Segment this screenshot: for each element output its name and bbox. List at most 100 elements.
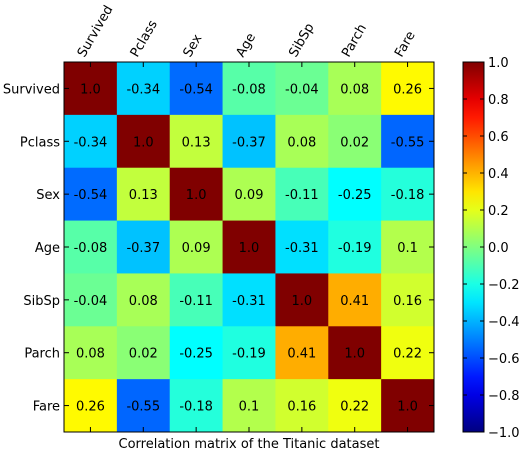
heatmap-cell <box>222 326 276 380</box>
heatmap-cell <box>275 167 329 222</box>
row-tick-label: Pclass <box>20 135 60 150</box>
cell-value-label: 1.0 <box>344 347 365 362</box>
heatmap-cell <box>381 220 435 274</box>
heatmap-cell <box>64 167 118 222</box>
cell-value-label: -0.08 <box>232 82 266 97</box>
heatmap-cell <box>169 220 224 274</box>
cell-value-label: -0.55 <box>126 400 160 415</box>
heatmap-cell <box>222 379 276 433</box>
cell-value-label: 1.0 <box>239 241 260 256</box>
heatmap-cell <box>275 379 329 433</box>
cell-value-label: 0.13 <box>182 135 211 150</box>
heatmap-cell <box>222 114 276 169</box>
heatmap-cell <box>381 326 435 380</box>
heatmap-cell <box>222 273 276 327</box>
cell-value-label: -0.25 <box>338 188 372 203</box>
cell-value-label: -0.11 <box>179 294 213 309</box>
cell-value-label: -0.34 <box>74 135 108 150</box>
colorbar-tick-label: 0.2 <box>488 204 509 219</box>
colorbar-tick-label: 1.0 <box>488 56 509 71</box>
heatmap-cell <box>275 62 329 116</box>
heatmap-cell <box>381 114 435 169</box>
heatmap-cell <box>275 114 329 169</box>
column-tick-label: Parch <box>339 22 370 60</box>
colorbar-tick-label: 0.0 <box>488 241 509 256</box>
cell-value-label: -0.04 <box>74 294 108 309</box>
heatmap-cell <box>169 114 224 169</box>
colorbar-tick-label: −0.6 <box>488 352 519 367</box>
row-tick-label: Sex <box>36 188 60 203</box>
column-tick-label: Fare <box>392 29 419 60</box>
cell-value-label: -0.31 <box>285 241 319 256</box>
heatmap-cell <box>116 167 171 222</box>
column-tick-label: Sex <box>181 32 206 60</box>
heatmap-cell <box>169 273 224 327</box>
cell-value-label: -0.18 <box>179 400 213 415</box>
cell-value-label: 0.41 <box>287 347 316 362</box>
heatmap-cell <box>328 220 382 274</box>
heatmap-cell <box>222 220 276 274</box>
cell-value-label: 0.02 <box>129 347 158 362</box>
heatmap-cell <box>169 62 224 116</box>
heatmap-cell <box>169 379 224 433</box>
cell-value-label: 1.0 <box>292 294 313 309</box>
heatmap-cell <box>275 220 329 274</box>
column-tick-label: Age <box>233 31 259 60</box>
colorbar-tick-label: −0.8 <box>488 389 519 404</box>
column-tick-label: SibSp <box>286 21 317 60</box>
cell-value-label: -0.04 <box>285 82 319 97</box>
cell-value-label: 0.08 <box>129 294 158 309</box>
cell-value-label: -0.18 <box>391 188 425 203</box>
cell-value-label: -0.19 <box>338 241 372 256</box>
cell-value-label: -0.55 <box>391 135 425 150</box>
cell-value-label: -0.37 <box>232 135 266 150</box>
x-axis-label: Correlation matrix of the Titanic datase… <box>119 437 380 452</box>
heatmap-cell <box>64 220 118 274</box>
cell-value-label: -0.19 <box>232 347 266 362</box>
heatmap-cell <box>381 379 435 433</box>
heatmap-cell <box>116 62 171 116</box>
row-tick-label: Parch <box>24 347 60 362</box>
heatmap-cell <box>328 167 382 222</box>
heatmap-cell <box>64 273 118 327</box>
cell-value-label: 0.26 <box>76 400 105 415</box>
cell-value-label: -0.25 <box>179 347 213 362</box>
heatmap-cell <box>328 326 382 380</box>
heatmap-cell <box>275 326 329 380</box>
cell-value-label: 1.0 <box>397 400 418 415</box>
heatmap-cell <box>381 167 435 222</box>
cell-value-label: 1.0 <box>80 82 101 97</box>
cell-value-label: -0.37 <box>126 241 160 256</box>
cell-value-label: 1.0 <box>133 135 154 150</box>
heatmap-cell <box>328 114 382 169</box>
cell-value-label: 0.16 <box>393 294 422 309</box>
column-tick-label: Survived <box>75 3 117 60</box>
cell-value-label: -0.54 <box>179 82 213 97</box>
heatmap-cell <box>64 62 118 116</box>
row-tick-label: Fare <box>33 400 60 415</box>
cell-value-label: 0.09 <box>235 188 264 203</box>
cell-value-label: 0.08 <box>76 347 105 362</box>
cell-value-label: 0.26 <box>393 82 422 97</box>
colorbar-tick-label: 0.8 <box>488 93 509 108</box>
colorbar-tick-label: −1.0 <box>488 426 519 441</box>
row-tick-labels: Survived Pclass Sex Age SibSp Parch Fare <box>3 82 434 415</box>
cell-value-label: -0.54 <box>74 188 108 203</box>
heatmap-cell <box>328 62 382 116</box>
colorbar: 1.0 0.8 0.6 0.4 0.2 0.0 −0.2 −0.4 −0.6 −0.8 −1.0 <box>462 56 519 441</box>
heatmap-cell <box>328 379 382 433</box>
heatmap-cell <box>116 220 171 274</box>
cell-value-label: -0.11 <box>285 188 319 203</box>
cell-value-label: 0.08 <box>340 82 369 97</box>
row-tick-label: SibSp <box>23 294 60 309</box>
heatmap-cell <box>381 273 435 327</box>
heatmap-cell <box>116 379 171 433</box>
heatmap-cell <box>169 167 224 222</box>
heatmap-cell <box>64 114 118 169</box>
heatmap-cell <box>64 326 118 380</box>
cell-value-label: 0.22 <box>340 400 369 415</box>
heatmap-cell <box>381 62 435 116</box>
heatmap-cell <box>116 114 171 169</box>
colorbar-tick-label: −0.2 <box>488 278 519 293</box>
